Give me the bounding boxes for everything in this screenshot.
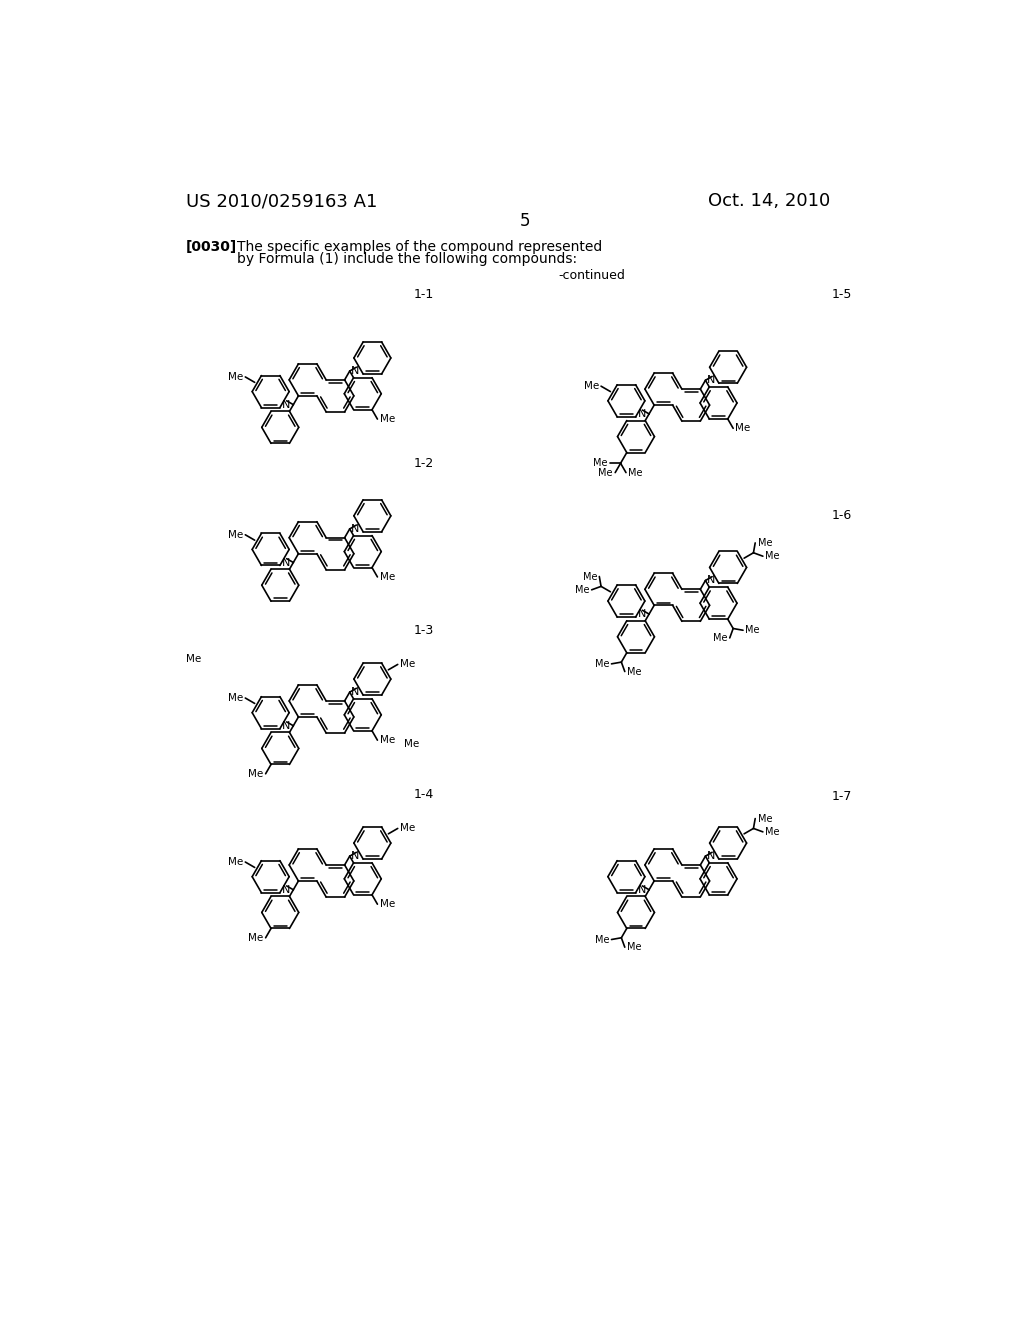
- Text: Me: Me: [593, 458, 607, 469]
- Text: Me: Me: [598, 467, 613, 478]
- Text: Me: Me: [627, 667, 642, 677]
- Text: N: N: [282, 721, 290, 731]
- Text: [0030]: [0030]: [186, 240, 238, 253]
- Text: US 2010/0259163 A1: US 2010/0259163 A1: [186, 193, 378, 210]
- Text: N: N: [282, 557, 290, 568]
- Text: N: N: [351, 851, 359, 861]
- Text: N: N: [707, 851, 716, 861]
- Text: N: N: [707, 576, 716, 586]
- Text: Me: Me: [765, 826, 779, 837]
- Text: N: N: [282, 400, 290, 409]
- Text: Me: Me: [765, 552, 779, 561]
- Text: Me: Me: [713, 632, 727, 643]
- Text: 1-4: 1-4: [414, 788, 434, 801]
- Text: Me: Me: [627, 942, 642, 952]
- Text: Me: Me: [583, 572, 597, 582]
- Text: N: N: [282, 884, 290, 895]
- Text: 5: 5: [519, 213, 530, 230]
- Text: N: N: [351, 524, 359, 533]
- Text: 1-6: 1-6: [831, 508, 852, 521]
- Text: The specific examples of the compound represented: The specific examples of the compound re…: [237, 240, 602, 253]
- Text: Me: Me: [595, 935, 609, 945]
- Text: Me: Me: [380, 572, 395, 582]
- Text: Me: Me: [248, 933, 263, 942]
- Text: Me: Me: [745, 626, 760, 635]
- Text: Me: Me: [380, 414, 395, 424]
- Text: N: N: [707, 375, 716, 385]
- Text: N: N: [638, 884, 646, 895]
- Text: Me: Me: [186, 653, 202, 664]
- Text: 1-7: 1-7: [831, 789, 852, 803]
- Text: 1-3: 1-3: [414, 624, 434, 638]
- Text: 1-2: 1-2: [414, 457, 434, 470]
- Text: Me: Me: [227, 529, 243, 540]
- Text: Me: Me: [574, 585, 590, 595]
- Text: Me: Me: [380, 899, 395, 909]
- Text: Me: Me: [248, 768, 263, 779]
- Text: 1-5: 1-5: [831, 288, 852, 301]
- Text: Me: Me: [227, 372, 243, 381]
- Text: Me: Me: [403, 739, 419, 748]
- Text: by Formula (1) include the following compounds:: by Formula (1) include the following com…: [237, 252, 577, 265]
- Text: N: N: [351, 366, 359, 376]
- Text: Me: Me: [758, 813, 772, 824]
- Text: 1-1: 1-1: [414, 288, 434, 301]
- Text: N: N: [351, 688, 359, 697]
- Text: Me: Me: [227, 693, 243, 704]
- Text: Me: Me: [400, 824, 416, 833]
- Text: N: N: [638, 609, 646, 619]
- Text: Me: Me: [584, 381, 599, 391]
- Text: N: N: [638, 409, 646, 418]
- Text: Me: Me: [380, 735, 395, 746]
- Text: Me: Me: [227, 857, 243, 867]
- Text: -continued: -continued: [558, 268, 625, 281]
- Text: Me: Me: [400, 660, 416, 669]
- Text: Me: Me: [629, 467, 643, 478]
- Text: Me: Me: [735, 424, 751, 433]
- Text: Oct. 14, 2010: Oct. 14, 2010: [708, 193, 830, 210]
- Text: Me: Me: [595, 659, 609, 669]
- Text: Me: Me: [758, 539, 772, 548]
